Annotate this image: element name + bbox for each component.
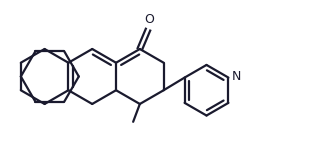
Text: N: N: [232, 70, 242, 83]
Text: O: O: [144, 13, 154, 26]
